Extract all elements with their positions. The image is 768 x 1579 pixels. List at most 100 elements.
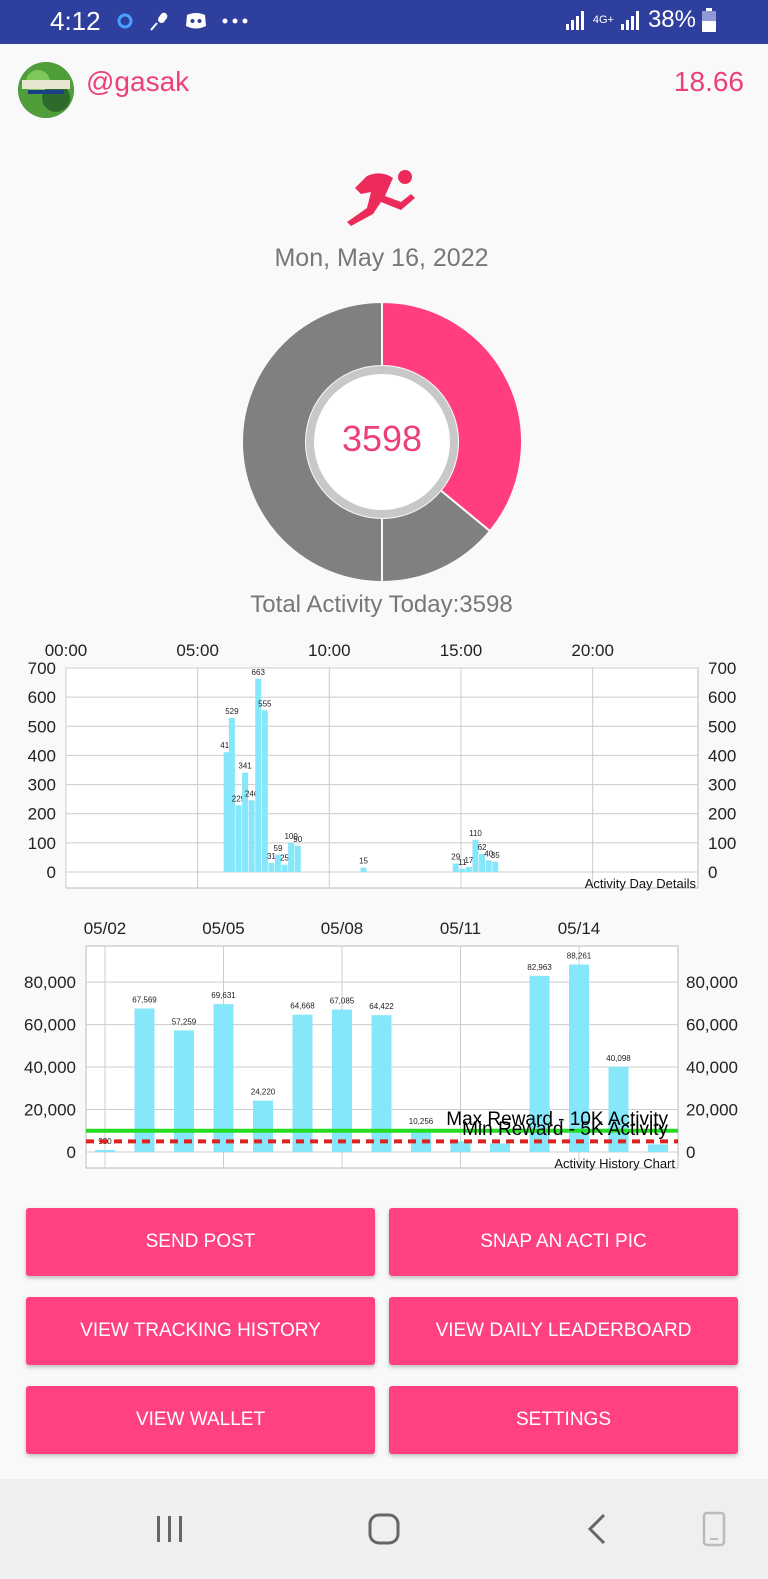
data-label: 57,259: [172, 1017, 197, 1026]
total-activity-today: Total Activity Today:3598: [250, 591, 513, 618]
data-label: 59: [274, 844, 283, 853]
y-tick-label-left: 700: [28, 659, 56, 678]
x-tick-label: 00:00: [45, 641, 88, 660]
bar: [248, 800, 255, 872]
data-label: 555: [258, 699, 272, 708]
data-label: 90: [293, 835, 302, 844]
data-label: 82,963: [527, 963, 552, 972]
bar: [292, 1014, 313, 1152]
data-label: 35: [491, 851, 500, 860]
y-tick-label-right: 0: [708, 863, 717, 882]
y-tick-label-right: 400: [708, 746, 736, 765]
data-label: 110: [469, 829, 482, 838]
activity-date: Mon, May 16, 2022: [274, 244, 489, 272]
x-tick-label: 05/14: [558, 919, 601, 938]
y-tick-label-left: 600: [28, 688, 56, 707]
x-tick-label: 20:00: [571, 641, 614, 660]
y-tick-label-left: 100: [28, 834, 56, 853]
send-post-button[interactable]: SEND POST: [26, 1208, 375, 1276]
data-label: 229: [232, 794, 246, 803]
bar: [255, 678, 262, 872]
bar: [648, 1144, 668, 1152]
bar: [213, 1004, 234, 1152]
status-time: 4:12: [50, 6, 101, 36]
bar: [465, 867, 472, 872]
back-icon[interactable]: [576, 1507, 620, 1551]
bar: [261, 710, 268, 872]
data-label: 64,668: [290, 1002, 315, 1011]
bar: [569, 964, 589, 1152]
x-tick-label: 15:00: [440, 641, 483, 660]
x-tick-label: 05/05: [202, 919, 245, 938]
sync-icon: [117, 13, 133, 29]
bar: [288, 842, 295, 872]
bar: [360, 867, 367, 872]
signal-icon: [565, 11, 584, 30]
recent-apps-icon[interactable]: [148, 1507, 192, 1551]
reward-line-label: Max Reward - 10K Activity: [446, 1109, 668, 1130]
donut-center-value: 3598: [341, 418, 423, 459]
plot-area: [65, 667, 699, 889]
data-label: 40,098: [606, 1054, 631, 1063]
data-label: 29: [451, 853, 460, 862]
chart-title: Activity Day Details: [585, 876, 697, 891]
chart-title: Activity History Chart: [554, 1156, 675, 1171]
balance: 18.66: [673, 66, 744, 97]
bar: [490, 1143, 510, 1152]
runner-icon: [347, 170, 415, 226]
bar: [492, 861, 499, 872]
y-tick-label-right: 0: [686, 1143, 695, 1162]
y-tick-label-right: 20,000: [686, 1101, 738, 1120]
y-tick-label-right: 600: [708, 688, 736, 707]
x-tick-label: 05/02: [84, 919, 127, 938]
data-label: 100: [284, 832, 298, 841]
y-tick-label-right: 700: [708, 659, 736, 678]
bar: [479, 853, 486, 872]
microphone-icon: [150, 12, 168, 31]
bar: [294, 845, 301, 872]
view-daily-leaderboard-button[interactable]: VIEW DAILY LEADERBOARD: [389, 1297, 738, 1365]
bar: [95, 1150, 115, 1152]
view-wallet-button[interactable]: VIEW WALLET: [26, 1386, 375, 1454]
y-tick-label-right: 80,000: [686, 973, 738, 992]
y-tick-label-left: 500: [28, 717, 56, 736]
bar: [223, 752, 230, 872]
battery-icon: [702, 8, 716, 32]
bar: [174, 1030, 194, 1152]
y-tick-label-right: 100: [708, 834, 736, 853]
y-tick-label-right: 500: [708, 717, 736, 736]
data-label: 64,422: [369, 1002, 394, 1011]
y-tick-label-right: 300: [708, 776, 736, 795]
bar: [228, 717, 235, 872]
battery-percent: 38%: [647, 6, 696, 33]
data-label: 15: [359, 857, 368, 866]
data-label: 25: [280, 854, 289, 863]
donut-hole: [314, 374, 450, 510]
snap-acti-pic-button[interactable]: SNAP AN ACTI PIC: [389, 1208, 738, 1276]
keyboard-toggle-icon[interactable]: [692, 1507, 736, 1551]
data-label: 40: [484, 849, 493, 858]
bar: [253, 1100, 273, 1152]
y-tick-label-left: 200: [28, 805, 56, 824]
bar: [134, 1008, 155, 1152]
bar: [235, 805, 242, 872]
data-label: 529: [225, 707, 239, 716]
activity-history-chart: 80,000 80,000 60,000 60,000 40,000 40,000 20,0…: [24, 919, 738, 1171]
data-label: 24,220: [251, 1088, 276, 1097]
reward-line-label: Min Reward - 5K Activity: [462, 1119, 668, 1140]
y-tick-label-right: 200: [708, 805, 736, 824]
data-label: 31: [267, 852, 276, 861]
x-tick-label: 05:00: [176, 641, 219, 660]
y-tick-label-left: 20,000: [24, 1101, 76, 1120]
avatar[interactable]: [18, 62, 74, 118]
y-tick-label-left: 0: [67, 1143, 76, 1162]
system-navigation-bar: [0, 1479, 768, 1579]
y-tick-label-right: 60,000: [686, 1016, 738, 1035]
home-icon[interactable]: [362, 1507, 406, 1551]
bar: [242, 772, 249, 872]
y-tick-label-left: 80,000: [24, 973, 76, 992]
bar: [450, 1141, 471, 1152]
view-tracking-history-button[interactable]: VIEW TRACKING HISTORY: [26, 1297, 375, 1365]
settings-button[interactable]: SETTINGS: [389, 1386, 738, 1454]
y-tick-label-left: 300: [28, 776, 56, 795]
